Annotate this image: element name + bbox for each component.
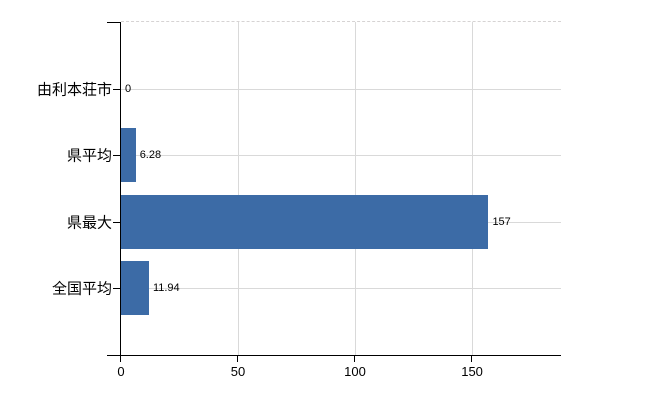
bar-value-label: 6.28 [139,149,162,162]
gridline-category [121,288,561,289]
y-axis-tick [113,89,121,90]
x-tick-label: 100 [344,364,366,379]
gridline-category [121,89,561,90]
y-axis-end-tick [107,355,121,356]
y-axis-end-tick [107,22,121,23]
gridline-x-50 [238,22,240,355]
category-label: 県平均 [66,147,112,165]
gridline-x-100 [355,22,357,355]
bar-value-label: 0 [125,82,132,95]
category-label: 由利本荘市 [36,81,112,99]
x-tick-label: 0 [117,364,125,379]
x-axis-tick [471,355,473,362]
x-tick-label: 50 [230,364,246,379]
bar [121,195,489,249]
x-axis-tick [120,355,121,362]
bar-value-label: 11.94 [152,282,180,295]
bar [121,261,149,315]
y-axis-tick [113,288,121,289]
category-label: 全国平均 [51,280,112,298]
bar [121,128,136,182]
y-axis-tick [113,222,121,223]
x-axis-tick [354,355,356,362]
gridline-x-150 [472,22,474,355]
gridline-category [121,155,561,156]
y-axis-tick [113,155,121,156]
category-label: 県最大 [66,214,112,232]
x-tick-label: 150 [461,364,483,379]
plot-top-border [121,21,561,22]
x-axis-tick [237,355,239,362]
bar-value-label: 157 [492,215,511,228]
plot-area: 由利本荘市 0 県平均 6.28 県最大 157 全国平均 11.94 0 50 100 150 [37,21,561,379]
